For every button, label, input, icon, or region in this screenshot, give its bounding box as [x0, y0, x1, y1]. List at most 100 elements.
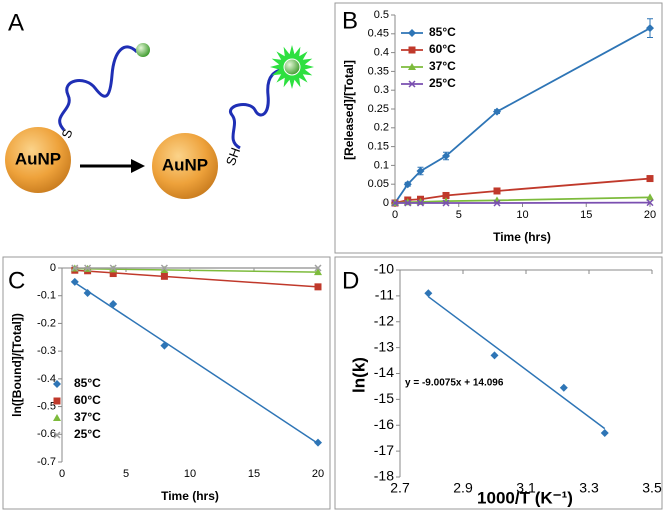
y-tick-label: -10 [374, 261, 394, 277]
marker [424, 289, 433, 298]
annotation: y = -9.0075x + 14.096 [405, 378, 504, 389]
nanoparticle [152, 133, 218, 199]
legend-marker [53, 431, 61, 439]
y-tick-label: 0.45 [368, 28, 389, 40]
x-tick-label: 20 [312, 468, 324, 480]
x-tick-label: 0 [59, 468, 65, 480]
marker [442, 191, 450, 199]
legend-label: 60°C [74, 393, 101, 407]
y-tick-label: -12 [374, 312, 394, 328]
panel-label: D [342, 267, 359, 294]
y-tick-label: -17 [374, 442, 394, 458]
marker [314, 268, 322, 276]
legend-label: 85°C [429, 25, 456, 39]
legend-marker [408, 46, 416, 54]
trendline [74, 281, 319, 445]
y-tick-label: -18 [374, 468, 394, 484]
y-tick-label: 0 [50, 262, 56, 274]
x-tick-label: 10 [184, 468, 196, 480]
marker [442, 199, 450, 207]
x-axis-title: Time (hrs) [493, 230, 551, 244]
marker [646, 199, 654, 207]
linker [228, 66, 289, 150]
marker [314, 283, 322, 291]
marker [160, 272, 168, 280]
y-tick-label: -0.5 [37, 400, 56, 412]
trendline [427, 296, 606, 430]
x-tick-label: 10 [516, 209, 528, 221]
legend-marker [53, 414, 61, 421]
y-tick-label: -0.4 [37, 373, 56, 385]
marker [314, 438, 322, 447]
x-tick-label: 15 [580, 209, 592, 221]
marker [416, 167, 425, 176]
y-tick-label: -16 [374, 416, 394, 432]
x-tick-label: 3.5 [642, 480, 662, 496]
series-line [394, 27, 651, 204]
marker [442, 152, 450, 160]
marker [404, 199, 412, 207]
marker [71, 264, 79, 272]
marker [403, 180, 412, 189]
y-tick-label: 0.4 [374, 47, 389, 59]
marker [109, 270, 117, 278]
legend-label: 37°C [74, 410, 101, 424]
marker [493, 199, 501, 207]
y-tick-label: 0.05 [368, 178, 389, 190]
x-tick-label: 2.7 [390, 480, 410, 496]
panel-frame [334, 2, 663, 254]
y-tick-label: -0.2 [37, 317, 56, 329]
marker [83, 288, 92, 297]
marker [314, 264, 322, 272]
y-tick-label: -0.1 [37, 290, 56, 302]
y-tick-label: -11 [375, 287, 394, 303]
panel-label: C [8, 267, 25, 294]
panel-label: B [342, 7, 358, 34]
y-axis-title: ln([Bound]/[Total]) [10, 313, 24, 417]
legend-label: 37°C [429, 59, 456, 73]
marker [493, 187, 501, 195]
x-tick-label: 5 [123, 468, 129, 480]
y-tick-label: 0.15 [368, 141, 389, 153]
nanoparticle [5, 127, 71, 193]
panel-frame [334, 256, 663, 510]
panel-label: A [8, 9, 24, 36]
legend-marker [408, 80, 416, 88]
y-tick-label: 0.35 [368, 65, 389, 77]
arrow-head [131, 159, 145, 173]
y-tick-label: -15 [374, 390, 394, 406]
x-tick-label: 3.1 [516, 480, 536, 496]
node-label: AuNP [162, 155, 208, 174]
legend-label: 25°C [74, 427, 101, 441]
legend-label: 25°C [429, 76, 456, 90]
x-tick-label: 5 [456, 209, 462, 221]
x-axis-title: Time (hrs) [161, 489, 219, 503]
legend-marker [408, 29, 416, 37]
marker [600, 429, 609, 438]
node-label: AuNP [15, 149, 61, 168]
y-tick-label: -0.6 [37, 428, 56, 440]
y-tick-label: 0.5 [374, 9, 389, 21]
marker [493, 107, 501, 116]
x-tick-label: 3.3 [579, 480, 599, 496]
marker [109, 300, 118, 309]
y-tick-label: -0.7 [37, 456, 56, 468]
legend-label: 60°C [429, 42, 456, 56]
marker [160, 264, 168, 272]
marker [160, 265, 169, 273]
y-tick-label: -14 [374, 364, 394, 380]
y-axis-title: [Released]/[Total] [342, 60, 356, 160]
marker [559, 383, 568, 392]
x-tick-label: 0 [392, 209, 398, 221]
marker [646, 193, 654, 201]
marker [490, 351, 499, 360]
x-axis-title: 1000/T (K⁻¹) [477, 488, 573, 507]
marker [646, 24, 654, 33]
y-tick-label: -13 [374, 338, 394, 354]
fluorophore [283, 58, 301, 76]
x-tick-label: 15 [248, 468, 260, 480]
linker-label: SH [223, 146, 243, 168]
panel-frame [2, 256, 331, 510]
x-tick-label: 2.9 [453, 480, 473, 496]
